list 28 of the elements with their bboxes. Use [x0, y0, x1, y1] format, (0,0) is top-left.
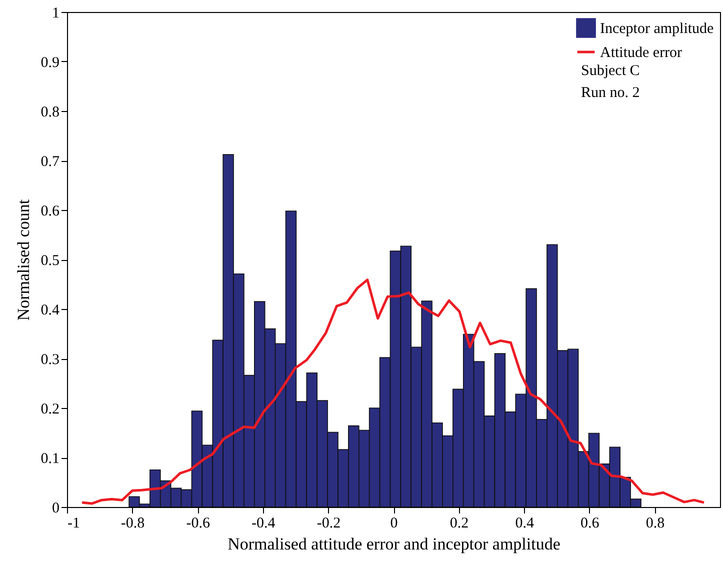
- x-tick-label: 0.4: [515, 516, 534, 532]
- y-tick-label: 0.8: [40, 104, 60, 120]
- x-tick-label: -0.2: [316, 516, 341, 532]
- x-tick-label: 0: [390, 516, 398, 532]
- x-tick-label: -0.6: [186, 516, 210, 532]
- x-tick-label: -0.8: [120, 516, 145, 532]
- y-tick-label: 0.9: [40, 55, 60, 71]
- x-tick-label: -0.4: [252, 516, 276, 532]
- x-tick-label: 0.6: [580, 516, 600, 532]
- y-tick-label: 0.1: [40, 451, 60, 467]
- y-tick-label: 0.6: [40, 204, 60, 220]
- y-tick-label: 0.2: [40, 402, 60, 418]
- y-axis-title: Normalised count: [14, 199, 33, 321]
- y-tick-label: 1: [52, 6, 60, 22]
- y-tick-label: 0.5: [40, 253, 60, 269]
- y-tick-label: 0.3: [40, 352, 60, 368]
- x-tick-label: 0.2: [450, 516, 469, 532]
- y-tick-label: 0.7: [40, 154, 60, 170]
- y-tick-label: 0: [52, 500, 60, 516]
- y-tick-label: 0.4: [40, 302, 60, 318]
- x-tick-label: -1: [68, 516, 80, 532]
- legend-label: Attitude error: [600, 45, 682, 61]
- annotation: Subject C: [581, 63, 640, 79]
- x-tick-label: 0.8: [646, 516, 665, 532]
- legend-label: Inceptor amplitude: [600, 21, 714, 37]
- x-axis-title: Normalised attitude error and inceptor amplitude: [228, 534, 560, 554]
- line-series: [80, 278, 706, 505]
- annotation: Run no. 2: [581, 85, 640, 101]
